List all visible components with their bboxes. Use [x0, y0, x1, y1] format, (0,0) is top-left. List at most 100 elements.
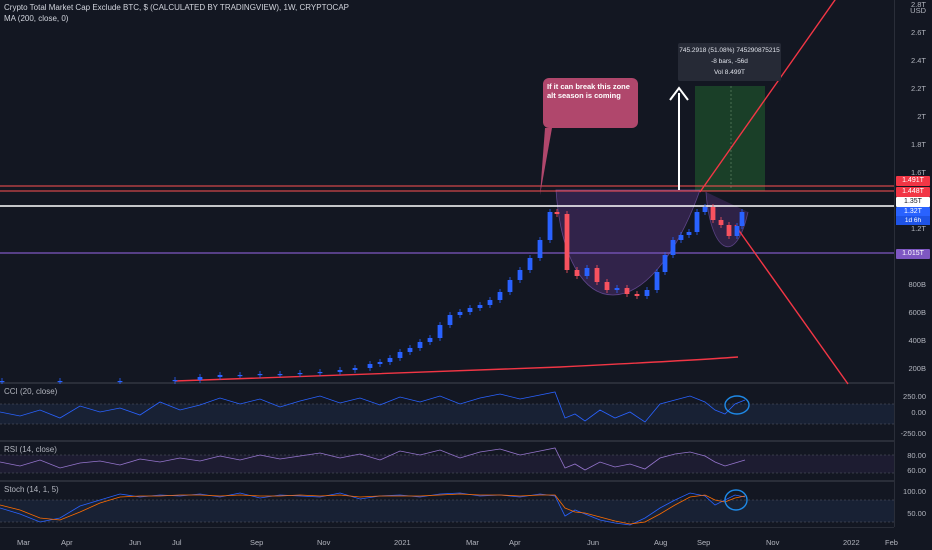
candle[interactable] [427, 338, 433, 342]
stoch-axis-label: 100.00 [903, 487, 926, 496]
candle[interactable] [654, 272, 660, 290]
price-tag-countdown: 1d 6h [896, 216, 930, 225]
candle[interactable] [117, 381, 123, 383]
candle[interactable] [507, 280, 513, 292]
candle[interactable] [297, 373, 303, 375]
candle[interactable] [437, 325, 443, 338]
ma-indicator-label[interactable]: MA (200, close, 0) [4, 14, 69, 23]
candle[interactable] [407, 348, 413, 352]
time-axis-label: Sep [697, 538, 711, 547]
pane-separator[interactable] [0, 440, 894, 442]
candle[interactable] [467, 308, 473, 312]
time-axis-label: Mar [466, 538, 479, 547]
cci-axis-label: 250.00 [903, 392, 926, 401]
candle[interactable] [644, 290, 650, 296]
descending-trendline[interactable] [734, 224, 849, 385]
candle[interactable] [662, 255, 668, 272]
candle[interactable] [447, 315, 453, 325]
candle[interactable] [367, 364, 373, 368]
candle[interactable] [257, 374, 263, 376]
text-annotation[interactable]: If it can break this zone alt season is … [543, 78, 638, 128]
candle[interactable] [497, 292, 503, 300]
candle[interactable] [686, 232, 692, 235]
pane-separator[interactable] [0, 480, 894, 482]
cci-axis-label: 0.00 [911, 408, 926, 417]
candle[interactable] [614, 288, 620, 290]
candle[interactable] [537, 240, 543, 258]
candle[interactable] [564, 214, 570, 270]
candle[interactable] [197, 377, 203, 380]
candle[interactable] [718, 220, 724, 225]
candle[interactable] [172, 380, 178, 382]
candle[interactable] [0, 381, 5, 383]
price-axis-currency[interactable]: USD [910, 6, 926, 15]
candle[interactable] [317, 372, 323, 374]
candle[interactable] [702, 207, 708, 212]
annotation-line: alt season is coming [547, 91, 621, 100]
candle[interactable] [584, 268, 590, 276]
candle[interactable] [487, 300, 493, 305]
candle[interactable] [57, 381, 63, 383]
candle[interactable] [277, 374, 283, 376]
measure-volume: Vol 8.499T [713, 69, 746, 76]
stoch-label[interactable]: Stoch (14, 1, 5) [4, 485, 59, 494]
price-axis-label: 400B [908, 336, 926, 345]
candle[interactable] [574, 270, 580, 276]
rsi-axis-label: 60.00 [907, 466, 926, 475]
candle[interactable] [694, 212, 700, 232]
long-position-profit-zone[interactable] [695, 86, 765, 191]
candle[interactable] [710, 207, 716, 220]
time-axis-label: Aug [654, 538, 668, 547]
rsi-label[interactable]: RSI (14, close) [4, 445, 57, 454]
time-axis-label: Jul [172, 538, 182, 547]
candle[interactable] [477, 305, 483, 308]
annotation-line: If it can break this zone [547, 82, 630, 91]
measure-tooltip: 745.2918 (51.08%) 745290875215 -8 bars, … [678, 43, 781, 81]
candle[interactable] [594, 268, 600, 282]
candle[interactable] [739, 212, 745, 226]
cup-pattern[interactable] [555, 189, 701, 296]
candle[interactable] [547, 212, 553, 240]
candle[interactable] [352, 368, 358, 370]
candle[interactable] [624, 288, 630, 294]
candle[interactable] [217, 375, 223, 377]
candlestick-series[interactable] [0, 204, 745, 384]
symbol-title[interactable]: Crypto Total Market Cap Exclude BTC, $ (… [4, 3, 349, 12]
cci-band [0, 404, 894, 424]
candle[interactable] [397, 352, 403, 358]
candle[interactable] [417, 342, 423, 348]
ma-200-line [174, 356, 739, 382]
price-axis-label: 200B [908, 364, 926, 373]
candle[interactable] [517, 270, 523, 280]
price-axis-top: 2.8T [910, 0, 926, 9]
candle[interactable] [604, 282, 610, 290]
candle[interactable] [670, 240, 676, 255]
candle[interactable] [527, 258, 533, 270]
candle[interactable] [337, 370, 343, 372]
candle[interactable] [237, 375, 243, 377]
measure-bars: -8 bars, -56d [711, 58, 748, 65]
circle-highlight-stoch[interactable] [724, 489, 748, 511]
time-axis-label: Apr [61, 538, 73, 547]
candle[interactable] [726, 225, 732, 236]
up-arrow-icon[interactable] [669, 86, 689, 101]
candle[interactable] [634, 294, 640, 296]
circle-highlight-cci[interactable] [724, 395, 750, 415]
time-axis-label: Jun [587, 538, 600, 547]
price-axis-label: 1.2T [910, 224, 926, 233]
candle[interactable] [377, 362, 383, 364]
candle[interactable] [554, 212, 560, 214]
candle[interactable] [678, 235, 684, 240]
time-axis-label: 2022 [843, 538, 860, 547]
price-tag-support: 1.015T [896, 249, 930, 259]
candle[interactable] [734, 226, 740, 236]
time-axis-label: Feb [885, 538, 898, 547]
cci-label[interactable]: CCI (20, close) [4, 387, 58, 396]
price-axis-label: 2.2T [910, 84, 926, 93]
pane-separator[interactable] [0, 382, 894, 384]
ascending-trendline[interactable] [699, 0, 842, 193]
price-tag-resistance-1: 1.491T [896, 176, 930, 186]
candle[interactable] [387, 358, 393, 362]
candle[interactable] [457, 312, 463, 315]
